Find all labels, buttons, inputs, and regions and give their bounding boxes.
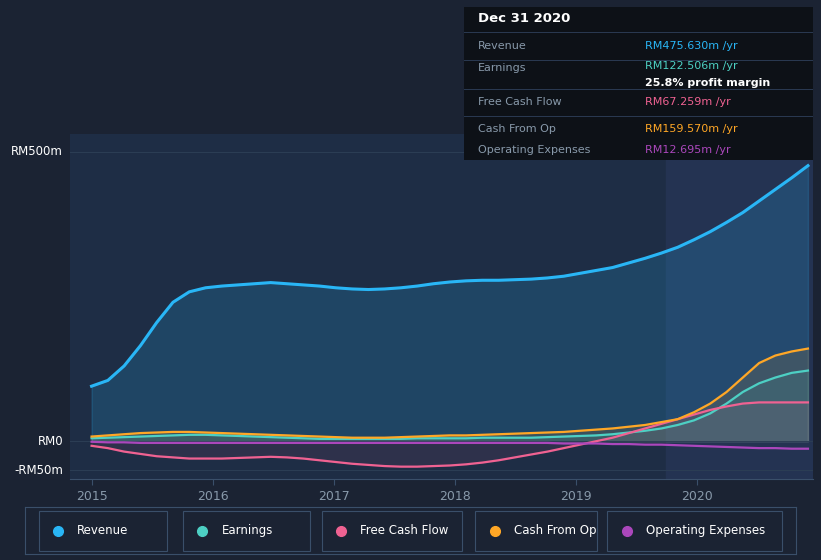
Text: Revenue: Revenue	[77, 524, 128, 537]
Text: Earnings: Earnings	[222, 524, 273, 537]
Text: Operating Expenses: Operating Expenses	[646, 524, 765, 537]
Text: Dec 31 2020: Dec 31 2020	[478, 12, 571, 25]
Text: 25.8% profit margin: 25.8% profit margin	[645, 78, 771, 88]
Text: Cash From Op: Cash From Op	[514, 524, 596, 537]
Text: Revenue: Revenue	[478, 41, 526, 51]
Text: Cash From Op: Cash From Op	[478, 124, 556, 134]
Text: RM159.570m /yr: RM159.570m /yr	[645, 124, 738, 134]
Text: RM0: RM0	[38, 435, 63, 447]
Text: Operating Expenses: Operating Expenses	[478, 146, 590, 156]
Text: Free Cash Flow: Free Cash Flow	[478, 97, 562, 108]
Text: RM500m: RM500m	[11, 145, 63, 158]
Text: RM122.506m /yr: RM122.506m /yr	[645, 61, 738, 71]
Bar	[667, 134, 814, 479]
Text: RM67.259m /yr: RM67.259m /yr	[645, 97, 731, 108]
Text: -RM50m: -RM50m	[14, 464, 63, 477]
Text: Free Cash Flow: Free Cash Flow	[360, 524, 449, 537]
Text: Earnings: Earnings	[478, 63, 526, 73]
Text: RM12.695m /yr: RM12.695m /yr	[645, 146, 731, 156]
Text: RM475.630m /yr: RM475.630m /yr	[645, 41, 738, 51]
